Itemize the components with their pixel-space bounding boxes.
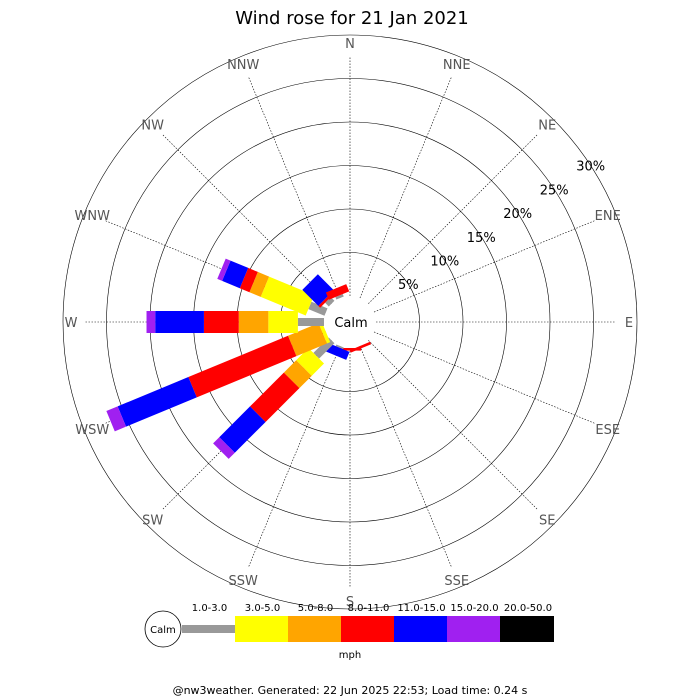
spoke-se <box>368 340 538 510</box>
bar-wsw <box>106 321 331 432</box>
bar-wnw-bin-4 <box>222 260 249 289</box>
bar-w-bin-2 <box>238 311 269 333</box>
legend-label-5: 15.0-20.0 <box>450 603 498 614</box>
bar-w-bin-4 <box>155 311 204 333</box>
bar-wnw-bin-1 <box>260 276 315 316</box>
bar-w-bin-3 <box>203 311 239 333</box>
bar-w <box>146 311 324 333</box>
bar-ssw-bin-4 <box>325 343 350 360</box>
direction-label-w: W <box>65 316 78 331</box>
spoke-nw <box>162 134 332 304</box>
legend-calm-circle <box>144 610 182 648</box>
bar-nnw-bin-0 <box>335 294 344 300</box>
direction-label-wnw: WNW <box>75 209 111 224</box>
legend-calm-label: Calm <box>150 625 176 636</box>
legend-label-3: 8.0-11.0 <box>348 603 390 614</box>
ring-label-15: 15% <box>467 231 496 246</box>
direction-label-sse: SSE <box>444 574 469 589</box>
footer-text: @nw3weather. Generated: 22 Jun 2025 22:5… <box>173 684 528 697</box>
bar-sw <box>213 337 335 459</box>
direction-label-ene: ENE <box>595 209 621 224</box>
direction-label-se: SE <box>539 513 555 528</box>
spoke-ese <box>373 331 595 424</box>
bar-wsw-bin-3 <box>188 335 297 398</box>
spoke-nne <box>359 77 452 299</box>
wind-bars <box>106 258 372 459</box>
bar-ssw <box>325 343 350 360</box>
ring-label-20: 20% <box>503 207 532 222</box>
ring-label-10: 10% <box>430 254 459 269</box>
legend-swatch-0 <box>182 625 235 633</box>
bar-sw-bin-4 <box>219 406 266 453</box>
ring-label-25: 25% <box>540 183 569 198</box>
bar-nnw <box>325 284 350 300</box>
direction-labels: N NNE NE ENE E ESE SE SSE S SSW SW WSW W WNW NW NNW <box>65 37 634 610</box>
legend-swatch-4 <box>394 616 447 642</box>
bar-sw-bin-0 <box>313 337 335 359</box>
speed-legend: Calm 1.0-3.0 3.0-5.0 5.0-8.0 8.0-11.0 11.0-15… <box>144 603 554 661</box>
bar-wnw-bin-3 <box>239 267 258 293</box>
bar-sw-bin-2 <box>283 360 312 389</box>
direction-label-ssw: SSW <box>229 574 259 589</box>
bar-sw-bin-3 <box>250 372 300 422</box>
direction-label-ne: NE <box>538 119 556 134</box>
legend-label-1: 3.0-5.0 <box>245 603 280 614</box>
polar-grid <box>62 34 638 610</box>
direction-label-nw: NW <box>141 119 164 134</box>
bar-sw-bin-5 <box>213 437 235 459</box>
spoke-ssw <box>248 345 341 567</box>
spoke-nnw <box>248 77 341 299</box>
bar-wnw <box>217 258 328 316</box>
bar-nnw-bin-3 <box>325 284 350 300</box>
bar-wsw-bin-1 <box>318 321 331 344</box>
bar-wsw-bin-5 <box>106 406 127 432</box>
bar-wnw-bin-0 <box>308 301 328 316</box>
bar-wsw-bin-2 <box>288 323 327 357</box>
bar-wsw-bin-4 <box>117 377 197 427</box>
bar-w-bin-5 <box>146 311 156 333</box>
direction-label-sw: SW <box>142 513 163 528</box>
direction-label-nne: NNE <box>443 58 471 73</box>
ring-label-5: 5% <box>398 278 419 293</box>
calm-center: Calm <box>326 298 374 346</box>
legend-swatch-3 <box>341 616 394 642</box>
grid-ring-30 <box>62 34 638 610</box>
direction-label-nnw: NNW <box>227 58 259 73</box>
direction-label-wsw: WSW <box>75 423 109 438</box>
bar-nw-bin-0 <box>325 297 335 307</box>
direction-label-n: N <box>345 37 355 52</box>
bar-w-bin-1 <box>268 311 298 333</box>
direction-label-s: S <box>346 595 354 610</box>
spoke-ene <box>373 220 595 313</box>
legend-swatch-2 <box>288 616 341 642</box>
spoke-sse <box>359 345 452 567</box>
bar-w-bin-0 <box>297 318 324 326</box>
chart-title: Wind rose for 21 Jan 2021 <box>235 8 469 29</box>
direction-label-e: E <box>625 316 633 331</box>
calm-circle <box>326 298 374 346</box>
legend-swatch-6 <box>500 616 554 642</box>
spoke-ne <box>368 134 538 304</box>
bar-nw-bin-4 <box>302 274 334 306</box>
ring-label-30: 30% <box>576 160 605 175</box>
legend-label-4: 11.0-15.0 <box>397 603 445 614</box>
legend-label-0: 1.0-3.0 <box>192 603 227 614</box>
legend-swatch-5 <box>447 616 500 642</box>
ring-labels: 5% 10% 15% 20% 25% 30% <box>398 160 605 293</box>
legend-label-2: 5.0-8.0 <box>298 603 333 614</box>
bar-ssw-bin-0 <box>335 344 344 350</box>
bar-wnw-bin-5 <box>217 258 231 281</box>
direction-label-ese: ESE <box>595 423 620 438</box>
legend-swatch-1 <box>235 616 288 642</box>
calm-label: Calm <box>334 316 367 331</box>
legend-label-6: 20.0-50.0 <box>504 603 552 614</box>
bar-wnw-bin-2 <box>249 271 270 297</box>
legend-units: mph <box>339 650 361 661</box>
bar-sw-bin-1 <box>296 347 325 376</box>
